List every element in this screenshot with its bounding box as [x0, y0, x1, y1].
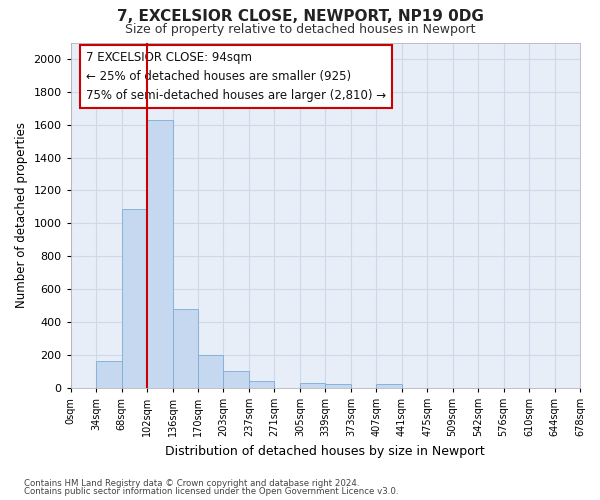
Bar — [325, 384, 351, 388]
Text: 7 EXCELSIOR CLOSE: 94sqm
← 25% of detached houses are smaller (925)
75% of semi-: 7 EXCELSIOR CLOSE: 94sqm ← 25% of detach… — [86, 51, 386, 102]
Bar — [198, 355, 223, 388]
Text: Contains HM Land Registry data © Crown copyright and database right 2024.: Contains HM Land Registry data © Crown c… — [24, 478, 359, 488]
Text: Contains public sector information licensed under the Open Government Licence v3: Contains public sector information licen… — [24, 487, 398, 496]
Bar — [147, 120, 173, 388]
X-axis label: Distribution of detached houses by size in Newport: Distribution of detached houses by size … — [166, 444, 485, 458]
Bar — [96, 360, 122, 388]
Text: 7, EXCELSIOR CLOSE, NEWPORT, NP19 0DG: 7, EXCELSIOR CLOSE, NEWPORT, NP19 0DG — [116, 9, 484, 24]
Bar — [376, 384, 402, 388]
Y-axis label: Number of detached properties: Number of detached properties — [15, 122, 28, 308]
Bar — [300, 383, 325, 388]
Bar — [249, 381, 274, 388]
Bar — [173, 309, 198, 388]
Bar — [122, 210, 147, 388]
Text: Size of property relative to detached houses in Newport: Size of property relative to detached ho… — [125, 22, 475, 36]
Bar — [223, 372, 249, 388]
